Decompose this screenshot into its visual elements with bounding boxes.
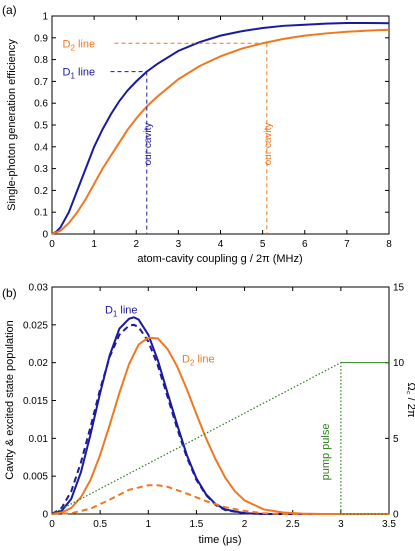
panel-b-y2-tick-label: 5 <box>393 434 399 445</box>
panel-b-x-tick-label: 0.5 <box>93 519 107 530</box>
panel-a-plot-frame <box>51 15 390 235</box>
panel-a-our-cavity-label-1: our cavity <box>263 123 274 166</box>
panel-b-y-tick-label: 0.015 <box>23 396 48 407</box>
panel-b-pump-pulse-label: pump pulse <box>320 424 332 481</box>
panel-a-y-tick-label: 0.4 <box>34 142 48 153</box>
panel-b-annotation-1-main: D <box>182 354 190 366</box>
panel-b-x-tick-label: 1 <box>146 519 152 530</box>
panel-a-series-line-0 <box>51 21 390 235</box>
panel-a-y-axis-label: Single-photon generation efficiency <box>6 39 18 211</box>
panel-a-x-tick-label: 6 <box>302 239 308 250</box>
panel-b-annotation-0: D1 line <box>105 304 138 318</box>
panel-b-x-tick-label: 3.5 <box>382 519 396 530</box>
panel-a-x-tick-label: 2 <box>133 239 139 250</box>
panel-b: (b) 0 0.5 1 1.5 2 2.5 3 3.500.0050.010.0150.020… <box>2 283 415 547</box>
panel-a-x-tick-label: 3 <box>176 239 182 250</box>
panel-b-x-tick-label: 3 <box>338 519 344 530</box>
panel-b-series-line-0 <box>51 316 389 515</box>
panel-a-y-tick-label: 0.3 <box>34 164 48 175</box>
panel-a-y-tick-label: 1 <box>42 12 48 23</box>
panel-b-plot-frame <box>51 286 390 515</box>
panel-b-y2-tick-label: 10 <box>393 358 405 369</box>
panel-a-x-tick-label: 8 <box>386 239 392 250</box>
panel-b-y2-tick-label: 0 <box>393 510 399 521</box>
panel-a-x-tick-label: 4 <box>218 239 224 250</box>
panel-a-y-tick-label: 0.6 <box>34 99 48 110</box>
panel-a-series-label-1-main: D <box>63 38 71 50</box>
panel-b-annotation-1: D2 line <box>182 354 215 368</box>
panel-b-series-line-4 <box>51 361 389 515</box>
panel-b-y2-tick-label: 15 <box>393 283 405 294</box>
panel-a-series-label-0: D1 line <box>63 67 96 81</box>
panel-b-y-tick-label: 0.01 <box>29 434 49 445</box>
panel-a-series-label-1-rest: line <box>75 38 95 50</box>
panel-a-series-label-1: D2 line <box>63 38 96 52</box>
panel-b-annotation-0-rest: line <box>117 304 137 316</box>
panel-b-x-tick-label: 2.5 <box>286 519 300 530</box>
panel-b-right-axis-label: Ω꜀ / 2π <box>405 383 415 418</box>
panel-b-ticks: 0 0.5 1 1.5 2 2.5 3 3.500.0050.010.0150.020.025… <box>23 283 405 531</box>
panel-b-annotation-0-main: D <box>105 304 113 316</box>
panel-b-y-axis-label: Cavity & excited state population <box>4 320 16 480</box>
panel-b-y-tick-label: 0.02 <box>29 358 49 369</box>
panel-b-series-line-1 <box>51 323 389 515</box>
panel-a-x-axis-label: atom-cavity coupling g / 2π (MHz) <box>137 253 302 265</box>
panel-a-y-tick-label: 0.5 <box>34 121 48 132</box>
panel-a-our-cavity-label-0: our cavity <box>143 123 154 166</box>
panel-a-y-tick-label: 0.1 <box>34 208 48 219</box>
panel-b-x-axis-label: time (μs) <box>198 534 241 546</box>
panel-a: (a) 0 1 2 3 4 5 6 7 8 0 0.1 0.2 0.3 0.4 0.5 0.6 0.7 0.8 0.… <box>2 3 392 265</box>
panel-b-x-tick-label: 2 <box>242 519 248 530</box>
panel-a-label: (a) <box>2 3 17 17</box>
panel-a-y-tick-label: 0.7 <box>34 77 48 88</box>
panel-a-series-label-0-rest: line <box>75 67 95 79</box>
panel-b-x-tick-label: 0 <box>49 519 55 530</box>
panel-a-x-tick-label: 5 <box>260 239 266 250</box>
panel-b-annotation-0-sub: 1 <box>113 309 118 318</box>
panel-a-series-label-1-sub: 2 <box>70 43 75 52</box>
panel-b-series-line-3 <box>51 484 389 515</box>
panel-a-y-tick-label: 0.2 <box>34 186 48 197</box>
panel-b-annotation-1-rest: line <box>194 354 214 366</box>
panel-a-x-tick-label: 1 <box>91 239 97 250</box>
panel-a-x-tick-label: 7 <box>344 239 350 250</box>
panel-a-series <box>51 21 390 235</box>
panel-a-ticks: 0 1 2 3 4 5 6 7 8 0 0.1 0.2 0.3 0.4 0.5 0.6 0.7 0.8 0.9 1 <box>34 12 392 251</box>
panel-b-series-line-2 <box>51 336 389 515</box>
panel-b-y-tick-label: 0.005 <box>23 472 48 483</box>
panel-b-y-tick-label: 0.025 <box>23 320 48 331</box>
panel-a-series-label-0-sub: 1 <box>70 72 75 81</box>
panel-a-y-tick-label: 0 <box>42 230 48 241</box>
panel-a-y-tick-label: 0.9 <box>34 33 48 44</box>
panel-b-x-tick-label: 1.5 <box>189 519 203 530</box>
panel-a-series-line-1 <box>51 28 390 235</box>
panel-a-series-label-0-main: D <box>63 67 71 79</box>
panel-b-series <box>51 316 389 515</box>
panel-a-y-tick-label: 0.8 <box>34 55 48 66</box>
panel-b-annotation-1-sub: 2 <box>190 359 195 368</box>
panel-a-x-tick-label: 0 <box>49 239 55 250</box>
panel-b-y-tick-label: 0.03 <box>29 283 49 294</box>
panel-b-label: (b) <box>2 286 17 300</box>
panel-b-y-tick-label: 0 <box>42 510 48 521</box>
